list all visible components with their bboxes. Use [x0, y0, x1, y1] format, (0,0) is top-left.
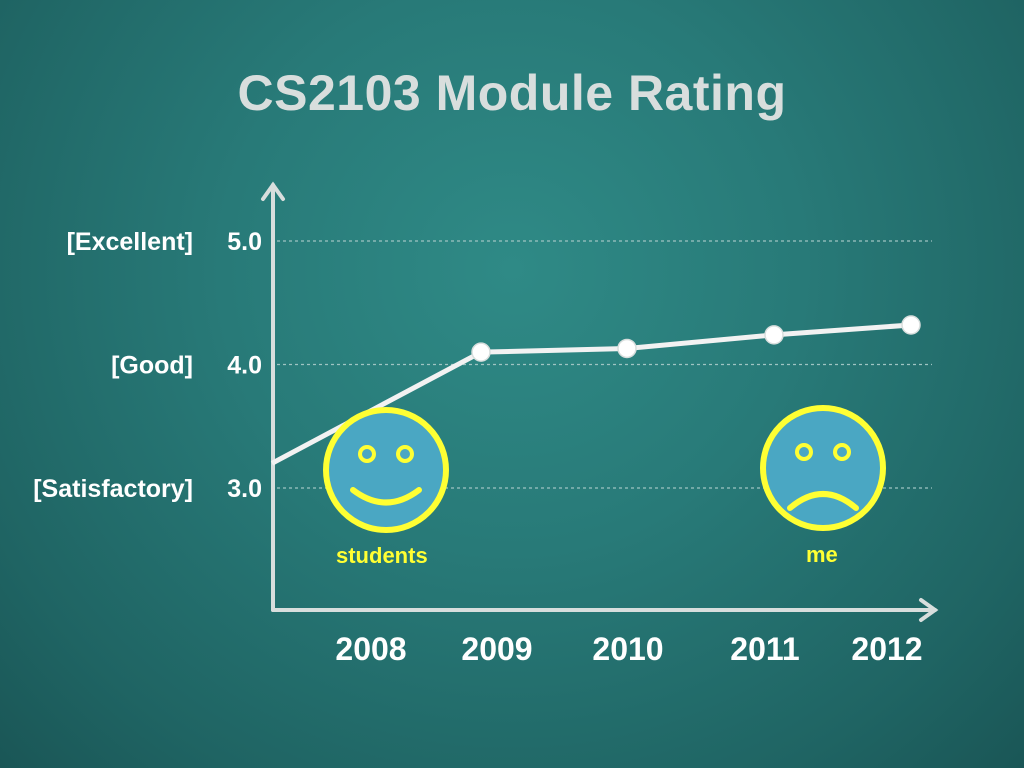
sad-face-icon-eye	[833, 443, 851, 461]
sad-face-icon-mouth	[787, 491, 859, 511]
data-point	[901, 315, 921, 335]
y-tick-descriptor: [Good]	[111, 352, 193, 380]
happy-face-icon-eye	[396, 445, 414, 463]
students-annotation-label: students	[336, 543, 428, 568]
x-tick-label: 2009	[461, 631, 532, 667]
me-annotation-label: me	[806, 542, 838, 567]
data-point	[617, 338, 637, 359]
data-point	[471, 342, 491, 362]
y-tick-descriptor: [Excellent]	[67, 228, 193, 256]
x-tick-label: 2011	[730, 631, 799, 667]
sad-face-icon-eye	[795, 443, 813, 461]
y-tick-label: 4.0	[227, 352, 262, 380]
happy-face-icon-mouth	[350, 487, 422, 506]
y-tick-label: 3.0	[227, 475, 262, 503]
happy-face-icon-eye	[358, 445, 376, 463]
data-point	[764, 325, 784, 345]
y-tick-label: 5.0	[227, 228, 262, 256]
y-tick-descriptor: [Satisfactory]	[33, 475, 193, 503]
x-tick-label: 2012	[851, 631, 922, 667]
x-tick-label: 2010	[592, 631, 663, 667]
x-tick-label: 2008	[335, 631, 406, 667]
y-axis-arrow	[261, 181, 285, 201]
sad-face-icon	[760, 405, 886, 531]
chart-title: CS2103 Module Rating	[237, 65, 787, 121]
x-axis-arrow	[919, 598, 939, 622]
happy-face-icon	[323, 407, 449, 533]
